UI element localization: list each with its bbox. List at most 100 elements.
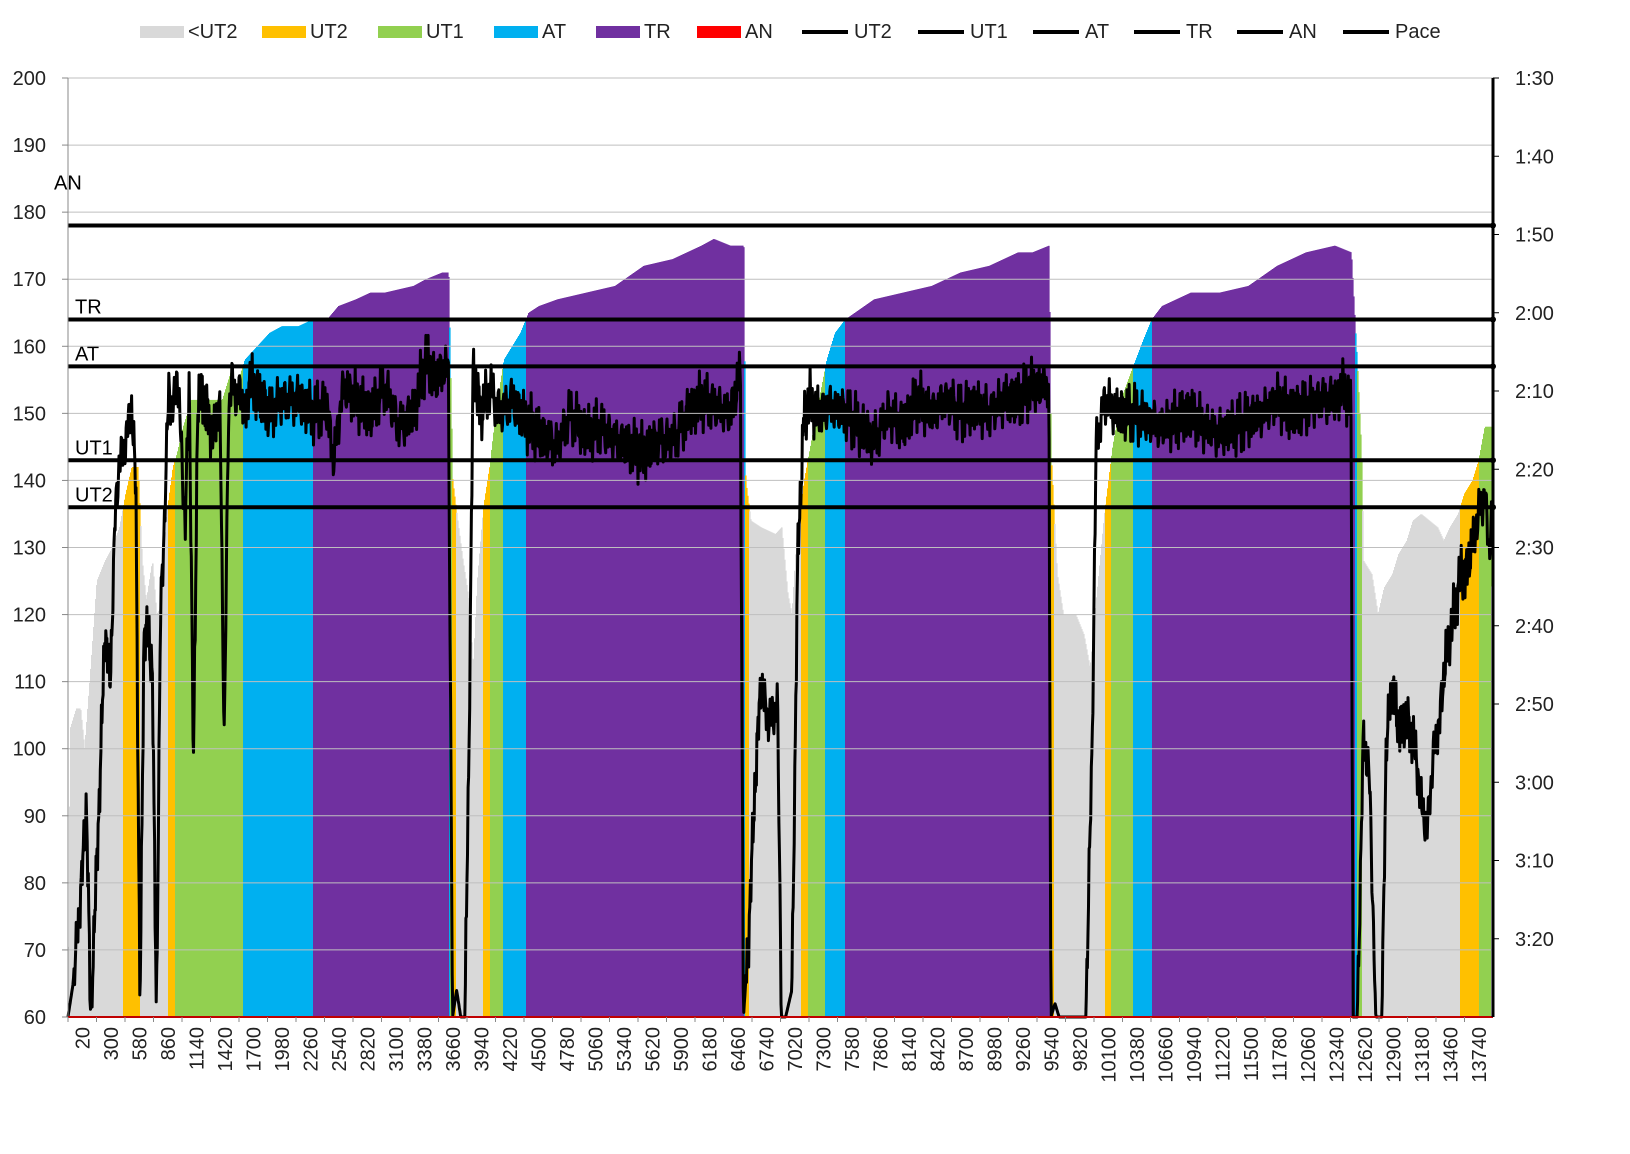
x-tick-label: 11780	[1269, 1027, 1291, 1081]
hr-column	[422, 281, 424, 1017]
x-tick-label: 3940	[471, 1027, 493, 1072]
hr-column	[328, 317, 330, 1017]
hr-column	[333, 311, 335, 1017]
hr-column	[577, 294, 579, 1017]
hr-column	[928, 286, 930, 1017]
hr-column	[1308, 251, 1310, 1017]
hr-column	[1124, 389, 1126, 1017]
hr-column	[458, 528, 460, 1017]
hr-column	[771, 532, 773, 1017]
hr-column	[753, 522, 755, 1017]
hr-column	[229, 376, 231, 1017]
hr-column	[993, 263, 995, 1017]
hr-column	[481, 529, 483, 1017]
hr-column	[429, 277, 431, 1017]
hr-column	[554, 300, 556, 1017]
hr-column	[709, 241, 711, 1018]
hr-column	[1468, 486, 1470, 1018]
hr-column	[1378, 611, 1380, 1017]
hr-column	[867, 303, 869, 1017]
hr-column	[681, 254, 683, 1018]
hr-column	[816, 413, 818, 1017]
hr-column	[160, 607, 162, 1017]
hr-column	[461, 550, 463, 1017]
hr-column	[799, 518, 801, 1017]
hr-column	[274, 330, 276, 1017]
hr-column	[903, 292, 905, 1018]
hr-column	[1194, 292, 1196, 1017]
hr-column	[292, 326, 294, 1017]
hr-column	[1193, 292, 1195, 1017]
hr-column	[1463, 496, 1465, 1017]
hr-column	[822, 381, 824, 1018]
hr-column	[701, 245, 703, 1018]
hr-column	[1144, 336, 1146, 1018]
hr-column	[595, 290, 597, 1018]
hr-column	[645, 265, 647, 1017]
hr-column	[95, 599, 97, 1017]
hr-column	[788, 598, 790, 1017]
hr-column	[457, 520, 459, 1017]
hr-column	[1111, 455, 1113, 1017]
hr-column	[1173, 300, 1175, 1017]
hr-column	[304, 323, 306, 1017]
hr-column	[486, 486, 488, 1018]
hr-column	[1218, 292, 1220, 1017]
hr-column	[1286, 261, 1288, 1017]
hr-column	[624, 279, 626, 1017]
hr-column	[673, 258, 675, 1017]
hr-column	[183, 425, 185, 1017]
hr-column	[1015, 253, 1017, 1018]
hr-column	[619, 282, 621, 1017]
hr-column	[968, 270, 970, 1017]
hr-column	[1082, 631, 1084, 1017]
hr-column	[1333, 245, 1335, 1017]
hr-column	[90, 668, 92, 1017]
hr-column	[383, 292, 385, 1017]
hr-column	[910, 290, 912, 1018]
hr-column	[521, 330, 523, 1017]
x-tick-label: 10380	[1127, 1027, 1149, 1083]
hr-column	[583, 293, 585, 1017]
hr-column	[265, 337, 267, 1017]
hr-column	[916, 289, 918, 1017]
hr-column	[415, 284, 417, 1017]
hr-column	[1134, 362, 1136, 1017]
hr-column	[208, 399, 210, 1017]
hr-column	[351, 301, 353, 1017]
hr-column	[361, 296, 363, 1018]
hr-column	[659, 262, 661, 1017]
hr-column	[1420, 514, 1422, 1017]
hr-column	[1313, 250, 1315, 1018]
hr-column	[1184, 295, 1186, 1017]
hr-column	[315, 319, 317, 1018]
hr-column	[672, 259, 674, 1018]
hr-column	[586, 292, 588, 1017]
hr-column	[600, 289, 602, 1017]
hr-column	[932, 285, 934, 1017]
hr-column	[1318, 249, 1320, 1017]
hr-column	[1315, 250, 1317, 1017]
hr-column	[1367, 567, 1369, 1017]
hr-column	[975, 268, 977, 1017]
hr-column	[519, 334, 521, 1017]
hr-column	[241, 370, 243, 1018]
hr-column	[528, 313, 530, 1017]
hr-column	[336, 308, 338, 1017]
hr-column	[857, 310, 859, 1017]
x-tick-label: 7860	[870, 1027, 892, 1072]
hr-column	[1254, 281, 1256, 1018]
hr-column	[1312, 250, 1314, 1018]
hr-column	[666, 260, 668, 1017]
hr-column	[312, 319, 314, 1017]
hr-column	[1273, 268, 1275, 1017]
hr-column	[366, 294, 368, 1017]
hr-column	[1125, 387, 1127, 1018]
hr-column	[551, 301, 553, 1018]
hr-column	[334, 310, 336, 1017]
hr-column	[1214, 292, 1216, 1017]
hr-column	[530, 311, 532, 1017]
hr-column	[209, 399, 211, 1017]
hr-column	[110, 550, 112, 1017]
